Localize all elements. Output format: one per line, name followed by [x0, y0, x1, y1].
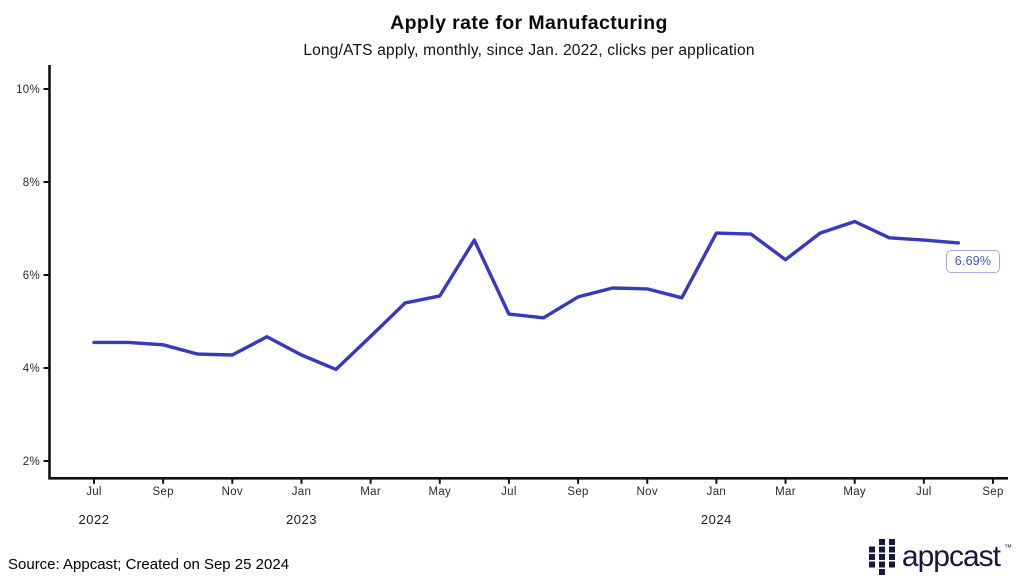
chart-header: Apply rate for Manufacturing Long/ATS ap… [50, 12, 1008, 60]
source-caption: Source: Appcast; Created on Sep 25 2024 [8, 556, 290, 573]
apply-rate-series-line [92, 219, 961, 372]
chart-subtitle: Long/ATS apply, monthly, since Jan. 2022… [303, 42, 755, 59]
appcast-logo-icon [868, 539, 895, 575]
y-tick-label: 2% [23, 456, 40, 468]
x-tick-label: Mar [775, 486, 796, 498]
appcast-logo: appcast ™ [868, 539, 1012, 575]
x-tick-label: Jan [707, 486, 726, 498]
x-tick-label: Sep [567, 486, 588, 498]
x-tick-label: Jul [86, 486, 102, 498]
x-tick-label: Jul [501, 486, 517, 498]
year-label: 2023 [286, 512, 317, 527]
x-tick-label: Nov [637, 486, 658, 498]
chart-title: Apply rate for Manufacturing [390, 12, 668, 34]
y-tick-label: 8% [23, 177, 40, 189]
x-tick-label: Sep [152, 486, 173, 498]
x-tick-label: May [843, 486, 866, 498]
x-tick-label: Jan [292, 486, 311, 498]
x-tick-label: May [428, 486, 451, 498]
year-label: 2024 [701, 512, 732, 527]
axis-lines [48, 65, 1008, 480]
y-tick-label: 4% [23, 363, 40, 375]
appcast-wordmark: appcast [901, 540, 1001, 573]
year-label: 2022 [79, 512, 110, 527]
trademark-symbol: ™ [1004, 543, 1012, 552]
x-tick-label: Mar [360, 486, 381, 498]
apply-rate-line-chart: 2% 4% 6% 8% 10% Jul Sep Nov Jan Mar May Jul Sep Nov Ja… [16, 65, 1008, 527]
last-value-annotation: 6.69% [946, 250, 1000, 273]
x-tick-label: Nov [222, 486, 243, 498]
x-tick-label: Jul [916, 486, 932, 498]
y-tick-label: 6% [23, 270, 40, 282]
y-tick-label: 10% [16, 84, 40, 96]
x-tick-label: Sep [982, 486, 1003, 498]
